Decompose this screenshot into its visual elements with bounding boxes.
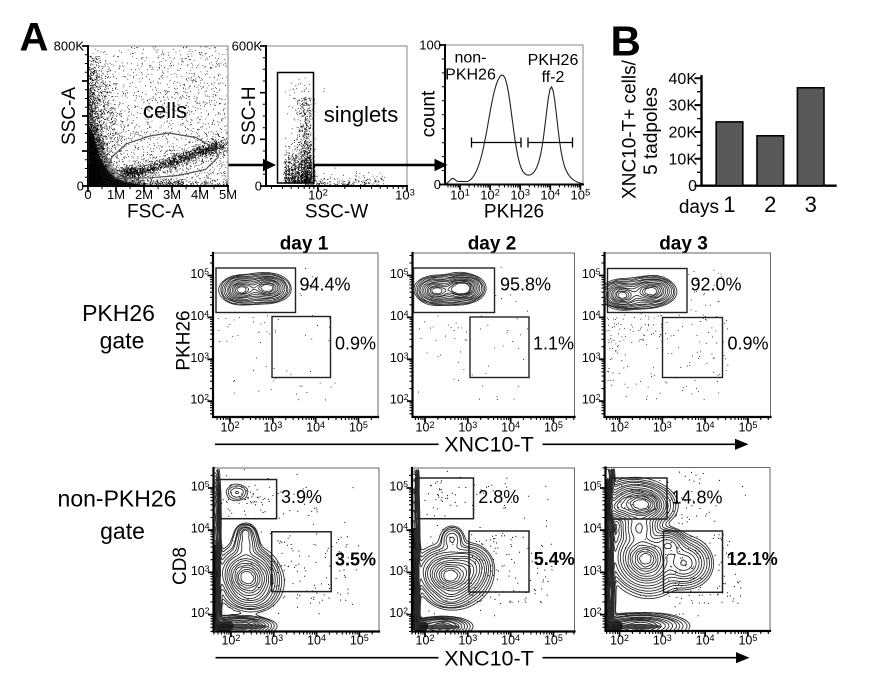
svg-text:0: 0 — [77, 179, 84, 194]
svg-text:0: 0 — [434, 177, 441, 192]
svg-text:95.8%: 95.8% — [500, 274, 551, 294]
svg-text:day 3: day 3 — [659, 234, 708, 255]
svg-text:3.5%: 3.5% — [335, 550, 376, 570]
svg-text:XNC10-T+ cells/: XNC10-T+ cells/ — [620, 59, 641, 199]
svg-text:1M: 1M — [107, 187, 125, 202]
svg-text:PKH26: PKH26 — [528, 52, 579, 69]
svg-text:5 tadpoles: 5 tadpoles — [641, 87, 662, 175]
svg-text:12.1%: 12.1% — [727, 549, 778, 569]
svg-text:100: 100 — [419, 38, 441, 53]
svg-text:non-PKH26: non-PKH26 — [58, 486, 177, 512]
svg-text:PKH26: PKH26 — [445, 67, 496, 84]
svg-text:5.4%: 5.4% — [534, 549, 575, 569]
svg-text:count: count — [419, 90, 440, 137]
svg-text:4M: 4M — [191, 187, 209, 202]
svg-text:14.8%: 14.8% — [672, 488, 723, 508]
svg-text:ff-2: ff-2 — [542, 69, 565, 86]
svg-text:800K: 800K — [54, 39, 85, 54]
svg-text:3M: 3M — [163, 187, 181, 202]
svg-text:0: 0 — [688, 178, 697, 195]
svg-text:PKH26: PKH26 — [174, 310, 195, 370]
svg-text:day 2: day 2 — [468, 234, 517, 255]
svg-text:0: 0 — [255, 179, 262, 194]
svg-text:gate: gate — [100, 518, 145, 544]
svg-text:0: 0 — [84, 187, 91, 202]
svg-text:40K: 40K — [669, 71, 698, 88]
svg-text:94.4%: 94.4% — [300, 274, 351, 294]
svg-text:cells: cells — [143, 98, 187, 123]
svg-text:30K: 30K — [669, 98, 698, 115]
svg-text:5M: 5M — [219, 187, 237, 202]
svg-text:20K: 20K — [669, 125, 698, 142]
svg-text:XNC10-T: XNC10-T — [444, 433, 534, 457]
svg-text:600K: 600K — [232, 39, 263, 54]
svg-text:gate: gate — [100, 328, 145, 354]
svg-text:0.9%: 0.9% — [728, 333, 769, 353]
svg-text:92.0%: 92.0% — [691, 274, 742, 294]
svg-text:2: 2 — [764, 192, 776, 217]
svg-text:3.9%: 3.9% — [281, 487, 322, 507]
svg-text:singlets: singlets — [324, 102, 399, 127]
svg-text:A: A — [20, 16, 49, 60]
svg-text:CD8: CD8 — [170, 547, 191, 585]
svg-text:non-: non- — [454, 50, 486, 67]
svg-text:1: 1 — [723, 192, 735, 217]
svg-text:SSC-W: SSC-W — [305, 202, 368, 223]
svg-text:days: days — [679, 197, 719, 218]
svg-text:1.1%: 1.1% — [533, 333, 574, 353]
svg-text:10K: 10K — [669, 151, 698, 168]
svg-text:FSC-A: FSC-A — [127, 202, 184, 223]
svg-text:3: 3 — [805, 192, 817, 217]
svg-text:XNC10-T: XNC10-T — [444, 647, 534, 671]
svg-text:day 1: day 1 — [280, 234, 329, 255]
svg-text:PKH26: PKH26 — [82, 300, 155, 326]
svg-text:SSC-H: SSC-H — [239, 86, 260, 145]
svg-text:0.9%: 0.9% — [335, 333, 376, 353]
svg-text:B: B — [611, 18, 641, 65]
svg-text:2M: 2M — [135, 187, 153, 202]
svg-text:2.8%: 2.8% — [478, 487, 519, 507]
svg-text:PKH26: PKH26 — [484, 202, 544, 223]
svg-text:SSC-A: SSC-A — [59, 87, 80, 145]
